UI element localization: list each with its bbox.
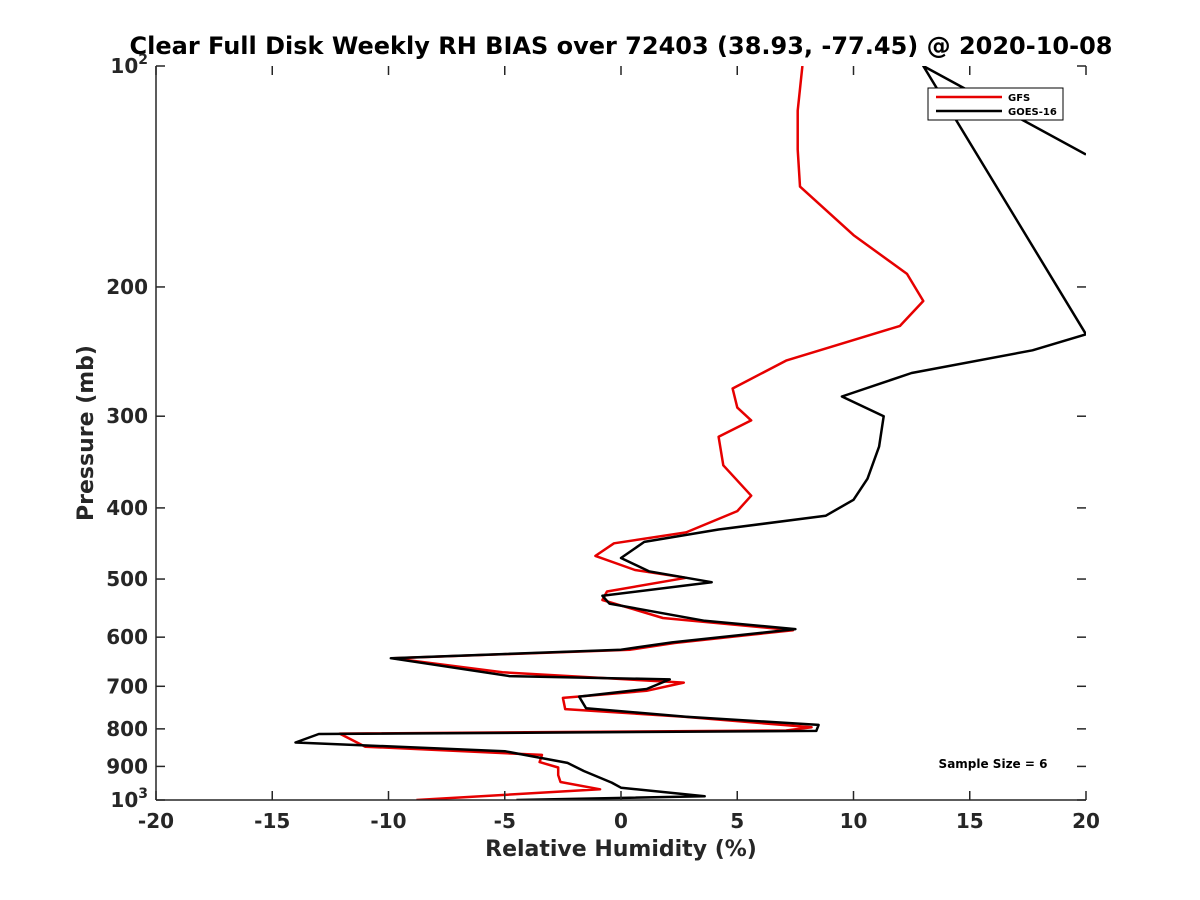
y-tick-label: 102 [110,52,148,78]
y-tick-label: 800 [106,717,148,741]
annotations: Sample Size = 6 [939,757,1048,771]
x-tick-label: 10 [840,809,868,833]
chart-title: Clear Full Disk Weekly RH BIAS over 7240… [130,32,1113,60]
x-ticks: -20 -15 -10 -5 0 5 10 15 20 [138,66,1100,833]
sample-size-annotation: Sample Size = 6 [939,757,1048,771]
x-tick-label: 5 [730,809,744,833]
x-tick-label: 20 [1072,809,1100,833]
plot-area [156,66,1086,800]
x-tick-label: -5 [494,809,516,833]
x-tick-label: 15 [956,809,984,833]
x-tick-label: 0 [614,809,628,833]
x-axis-label: Relative Humidity (%) [485,837,757,862]
series-layer [294,66,1086,800]
legend: GFS GOES-16 [927,87,1064,121]
y-tick-label: 103 [110,786,148,812]
x-tick-label: -10 [370,809,406,833]
legend-label: GOES-16 [1008,107,1057,118]
y-tick-label: 400 [106,496,148,520]
series-line-goes-16 [294,66,1086,800]
y-ticks: 102 200 300 400 500 600 700 800 900 103 [106,52,1086,812]
legend-box [927,87,1064,121]
y-tick-label: 700 [106,674,148,698]
x-tick-label: -20 [138,809,174,833]
y-tick-label: 500 [106,567,148,591]
series-line-gfs [338,66,925,800]
legend-label: GFS [1008,93,1030,104]
x-tick-label: -15 [254,809,290,833]
y-tick-label: 600 [106,625,148,649]
y-axis-label: Pressure (mb) [74,345,99,521]
y-tick-label: 300 [106,404,148,428]
plot-background [156,66,1086,800]
y-tick-label: 200 [106,275,148,299]
y-tick-label: 900 [106,754,148,778]
